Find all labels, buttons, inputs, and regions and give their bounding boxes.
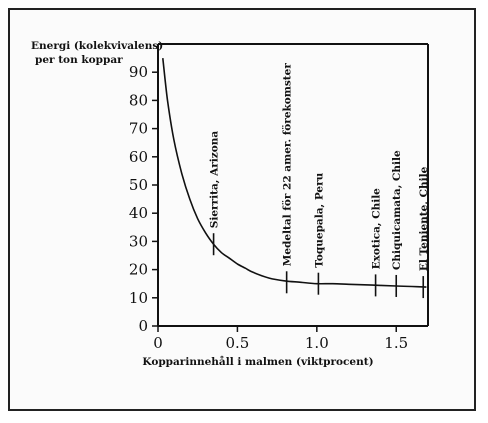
x-tick-label: 1.5 [384,334,408,352]
annotation-label: Toquepala, Peru [313,172,325,267]
y-tick-label: 50 [129,176,148,194]
y-tick-label: 90 [129,63,148,81]
y-tick-label: 60 [129,148,148,166]
chart-title-line-2: per ton koppar [35,54,123,66]
y-tick-label: 20 [129,261,148,279]
y-tick-label: 0 [138,317,148,335]
x-tick-label: 1.0 [305,334,329,352]
annotation-label: Sierrita, Arizona [209,131,221,229]
y-tick-label: 10 [129,289,148,307]
y-tick-label: 70 [129,120,148,138]
chart-title-line-1: Energi (kolekvivalens) [31,40,163,52]
x-tick-label: 0.5 [225,334,249,352]
figure-frame [8,8,476,411]
x-axis-label: Kopparinnehåll i malmen (viktprocent) [142,355,373,368]
y-tick-label: 40 [129,204,148,222]
y-tick-label: 80 [129,91,148,109]
annotation-label: Exotica, Chile [371,188,383,270]
y-axis-ticks: 0 10 20 30 40 50 60 70 80 90 [129,63,158,335]
series-group [162,58,427,288]
x-axis-ticks: 0 0.5 1.0 1.5 [153,326,408,352]
annotation-label: Medeltal för 22 amer. förekomster [282,63,294,267]
x-tick-label: 0 [153,334,163,352]
y-tick-label: 30 [129,232,148,250]
annotation-label: El Teniente, Chile [418,166,430,271]
annotations-group: Sierrita, Arizona Medeltal för 22 amer. f… [209,63,430,299]
energy-curve [162,58,427,288]
annotation-label: Chiquicamata, Chile [391,150,403,270]
